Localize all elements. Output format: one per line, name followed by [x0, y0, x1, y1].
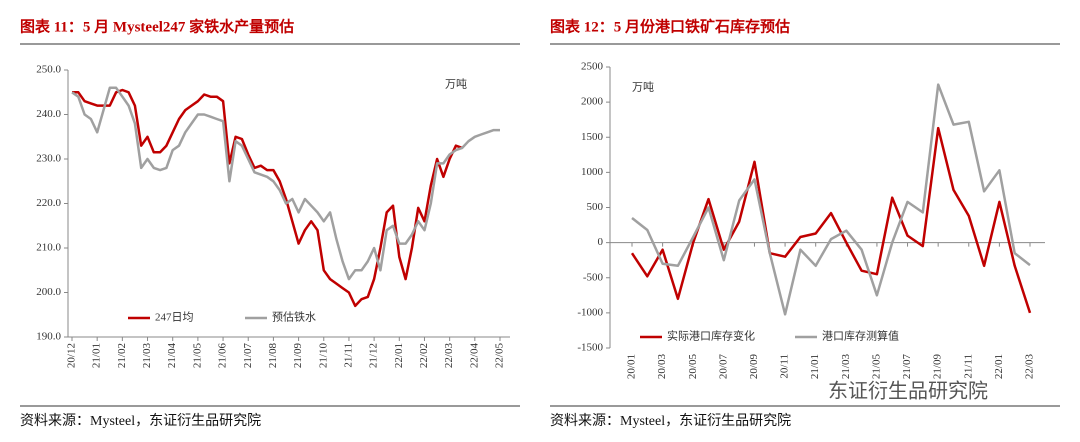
x-tick-label: 21/09: [932, 354, 944, 380]
y-tick-label: 250.0: [36, 64, 61, 76]
x-tick-label: 22/05: [494, 343, 506, 369]
legend-label: 港口库存测算值: [822, 329, 899, 343]
x-tick-label: 21/01: [809, 354, 821, 379]
x-tick-label: 20/11: [779, 354, 791, 379]
x-tick-label: 21/03: [141, 343, 153, 369]
x-tick-label: 22/02: [418, 343, 430, 368]
x-tick-label: 21/02: [116, 343, 128, 368]
x-tick-label: 21/11: [342, 343, 354, 368]
unit-label: 万吨: [632, 81, 654, 94]
x-tick-label: 21/09: [292, 343, 304, 369]
x-tick-label: 22/03: [1024, 354, 1036, 380]
y-tick-label: -1000: [577, 306, 603, 318]
source: 资料来源：Mysteel，东证衍生品研究院: [550, 413, 791, 429]
y-tick-label: 2500: [581, 61, 604, 73]
y-tick-label: 190.0: [36, 331, 61, 343]
x-tick-label: 20/03: [656, 354, 668, 380]
x-tick-label: 21/08: [267, 343, 279, 369]
x-tick-label: 21/01: [91, 343, 103, 368]
x-tick-label: 21/05: [191, 343, 203, 369]
x-tick-label: 20/12: [66, 343, 78, 368]
y-tick-label: 230.0: [36, 153, 61, 165]
x-tick-label: 21/07: [242, 343, 254, 369]
series-line: [71, 86, 500, 281]
y-tick-label: 500: [587, 201, 604, 213]
legend-label: 预估铁水: [272, 311, 316, 324]
x-tick-label: 21/10: [317, 343, 329, 369]
y-tick-label: 240.0: [36, 108, 61, 120]
y-tick-label: 1500: [581, 131, 604, 143]
x-tick-label: 22/04: [468, 343, 480, 369]
source: 资料来源：Mysteel，东证衍生品研究院: [20, 413, 261, 429]
y-tick-label: 0: [598, 236, 604, 248]
y-tick-label: 200.0: [36, 286, 61, 298]
x-tick-label: 21/07: [901, 354, 913, 380]
y-tick-label: 210.0: [36, 242, 61, 254]
x-tick-label: 21/05: [870, 354, 882, 380]
series-line: [72, 88, 463, 308]
x-tick-label: 22/01: [393, 343, 405, 368]
watermark: 东证衍生品研究院: [828, 379, 988, 403]
x-tick-label: 21/03: [840, 354, 852, 380]
chart-title: 图表 11：5 月 Mysteel247 家铁水产量预估: [20, 17, 294, 35]
x-tick-label: 22/01: [993, 354, 1005, 379]
x-tick-label: 22/03: [443, 343, 455, 369]
series-line: [630, 126, 1032, 314]
x-tick-label: 21/12: [368, 343, 380, 368]
legend-label: 实际港口库存变化: [667, 329, 755, 343]
x-tick-label: 21/04: [166, 343, 178, 369]
chart-title: 图表 12：5 月份港口铁矿石库存预估: [550, 17, 790, 35]
y-tick-label: 2000: [581, 96, 604, 108]
x-tick-label: 20/07: [717, 354, 729, 380]
y-tick-label: -1500: [577, 342, 603, 354]
x-tick-label: 20/05: [687, 354, 699, 380]
series-line: [631, 83, 1031, 316]
x-tick-label: 20/09: [748, 354, 760, 380]
unit-label: 万吨: [445, 78, 467, 91]
x-tick-label: 21/06: [217, 343, 229, 369]
y-tick-label: -500: [583, 271, 604, 283]
y-tick-label: 1000: [581, 166, 604, 178]
x-tick-label: 20/01: [626, 354, 638, 379]
y-tick-label: 220.0: [36, 197, 61, 209]
legend-label: 247日均: [155, 311, 194, 324]
x-tick-label: 21/11: [962, 354, 974, 379]
